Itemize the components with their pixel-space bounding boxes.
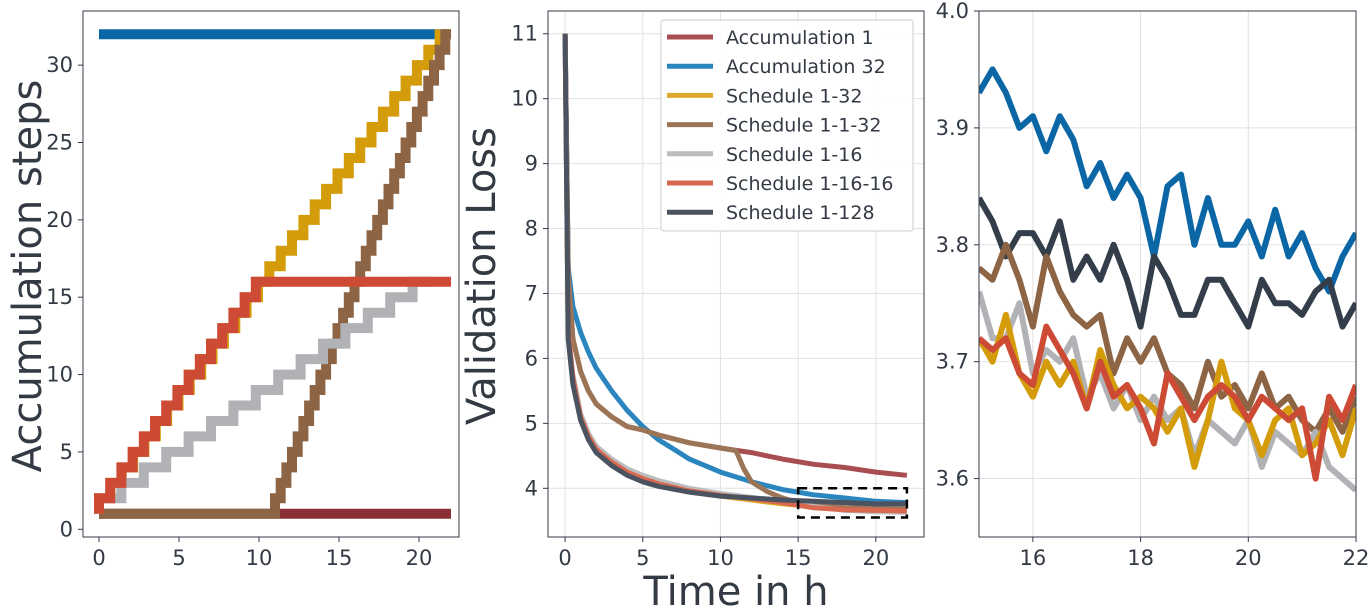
x-tick-label: 22 <box>1343 546 1370 570</box>
legend-label: Schedule 1-32 <box>726 85 862 107</box>
y-tick-label: 5 <box>60 440 73 464</box>
y-tick-label: 7 <box>525 281 538 305</box>
panel1-series <box>94 29 451 519</box>
y-tick-label: 25 <box>46 131 73 155</box>
y-tick-label: 8 <box>525 217 538 241</box>
y-tick-label: 5 <box>525 411 538 435</box>
panel2-ylabel: Validation Loss <box>459 127 505 425</box>
panel2-xlabel: Time in h <box>642 569 828 614</box>
y-tick-label: 4 <box>525 476 538 500</box>
series-line-schedule-1-1-32 <box>99 29 451 519</box>
y-tick-label: 11 <box>511 22 538 46</box>
panel1-ticks: 0 5 10 15 20 0 5 10 15 20 25 30 <box>46 53 432 570</box>
legend-label: Schedule 1-16 <box>726 144 862 166</box>
zoom-region-box <box>796 487 909 519</box>
series-line-schedule-1-16 <box>94 276 435 514</box>
panel3-frame <box>978 10 1357 538</box>
legend-box <box>660 19 914 232</box>
y-tick-label: 20 <box>46 208 73 232</box>
y-tick-label: 6 <box>525 346 538 370</box>
legend-label: Accumulation 32 <box>726 56 886 78</box>
y-tick-label: 30 <box>46 53 73 77</box>
y-tick-label: 3.7 <box>936 350 969 374</box>
series-line-schedule-1-128 <box>979 196 1356 330</box>
y-tick-label: 15 <box>46 285 73 309</box>
x-tick-label: 10 <box>246 546 273 570</box>
series-line-accumulation-32 <box>979 66 1356 295</box>
panel3-series <box>979 66 1356 493</box>
x-tick-label: 20 <box>406 546 433 570</box>
y-tick-label: 3.9 <box>936 116 969 140</box>
x-tick-label: 16 <box>1019 546 1046 570</box>
panel2-series <box>562 33 908 515</box>
legend-label: Schedule 1-1-32 <box>726 115 881 137</box>
panel1-frame <box>82 10 460 538</box>
x-tick-label: 15 <box>326 546 353 570</box>
y-tick-label: 10 <box>46 363 73 387</box>
legend: Accumulation 1 Accumulation 32 Schedule 1-… <box>660 19 914 232</box>
series-line-schedule-1-32 <box>94 29 451 514</box>
series-line-schedule-1-1-32 <box>979 241 1356 435</box>
x-tick-label: 20 <box>862 546 889 570</box>
x-tick-label: 5 <box>636 546 649 570</box>
y-tick-label: 0 <box>60 517 73 541</box>
x-tick-label: 0 <box>92 546 105 570</box>
y-tick-label: 3.6 <box>936 467 969 491</box>
legend-label: Schedule 1-128 <box>726 202 875 224</box>
x-tick-label: 18 <box>1127 546 1154 570</box>
panel2-frame <box>547 10 925 538</box>
legend-label: Schedule 1-16-16 <box>726 173 894 195</box>
y-tick-label: 3.8 <box>936 233 969 257</box>
series-line-schedule-1-128 <box>562 33 907 507</box>
series-line-accumulation-32 <box>562 33 908 506</box>
series-line-schedule-1-32 <box>979 311 1356 470</box>
panel2-ticks: 0 5 10 15 20 4 5 6 7 8 9 10 11 <box>511 22 889 570</box>
series-line-schedule-1-16-16 <box>94 276 451 514</box>
x-tick-label: 0 <box>558 546 571 570</box>
y-tick-label: 9 <box>525 152 538 176</box>
y-tick-label: 4.0 <box>936 0 969 23</box>
x-tick-label: 15 <box>785 546 812 570</box>
series-line-schedule-1-16-16 <box>979 323 1356 482</box>
x-tick-label: 20 <box>1235 546 1262 570</box>
x-tick-label: 10 <box>707 546 734 570</box>
legend-label: Accumulation 1 <box>726 27 874 49</box>
panel1-ylabel: Accumulation steps <box>5 80 51 473</box>
y-tick-label: 10 <box>511 87 538 111</box>
x-tick-label: 5 <box>172 546 185 570</box>
panel3-ticks: 16 18 20 22 3.6 3.7 3.8 3.9 4.0 <box>936 0 1370 570</box>
